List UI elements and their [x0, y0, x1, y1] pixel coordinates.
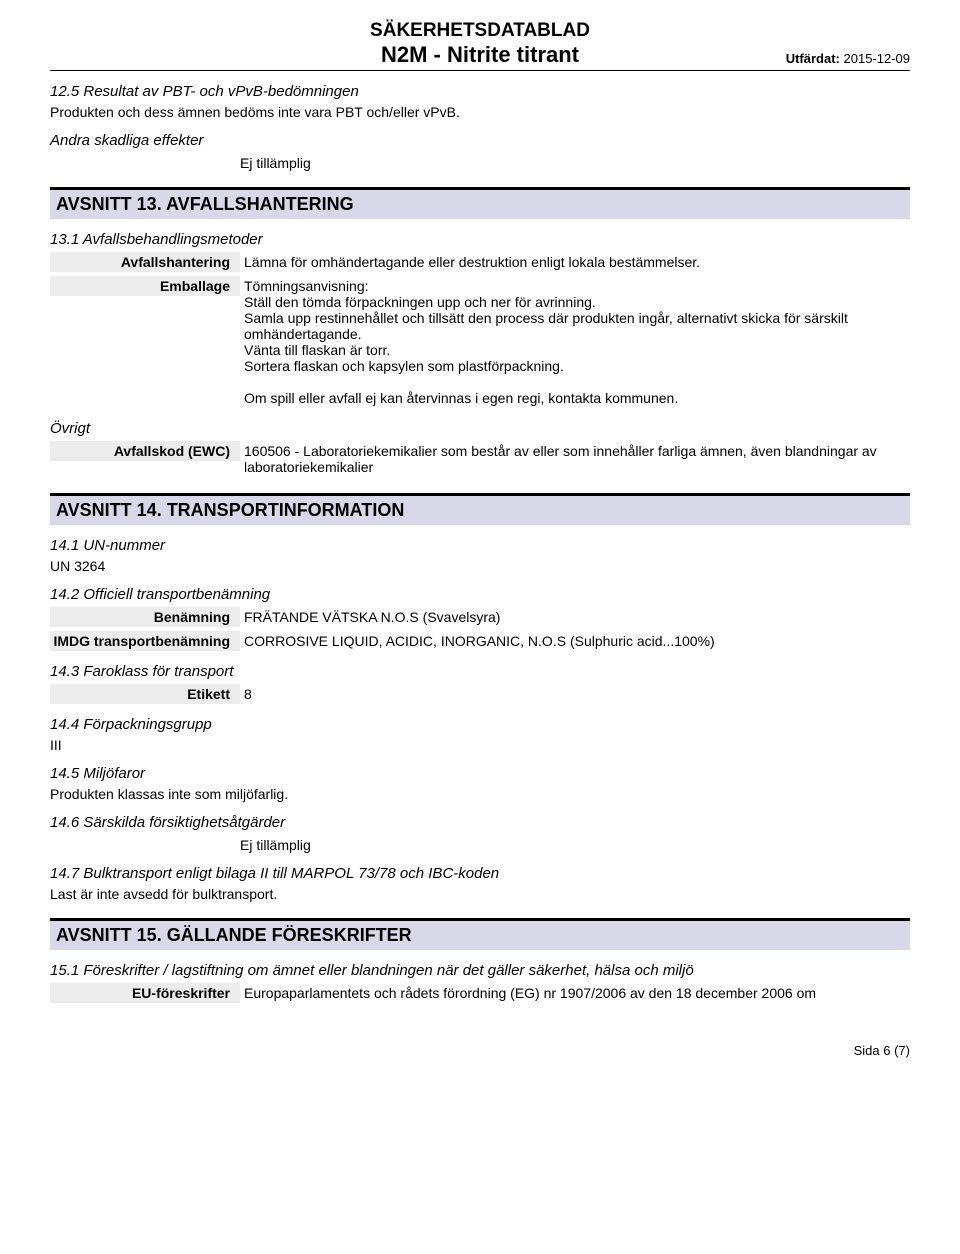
issued-date: 2015-12-09 — [844, 51, 911, 66]
issued-label: Utfärdat: — [786, 51, 840, 66]
product-title: N2M - Nitrite titrant — [50, 42, 910, 68]
s12-5-title: 12.5 Resultat av PBT- och vPvB-bedömning… — [50, 83, 910, 100]
s14-5-title: 14.5 Miljöfaror — [50, 765, 910, 782]
s13-header: AVSNITT 13. AVFALLSHANTERING — [50, 187, 910, 219]
s14-5-value: Produkten klassas inte som miljöfarlig. — [50, 786, 910, 802]
avfallshantering-label: Avfallshantering — [50, 252, 240, 272]
row-ewc: Avfallskod (EWC) 160506 - Laboratoriekem… — [50, 441, 910, 477]
header-divider — [50, 70, 910, 71]
other-harmful-title: Andra skadliga effekter — [50, 132, 910, 149]
benamning-label: Benämning — [50, 607, 240, 627]
ewc-value: 160506 - Laboratoriekemikalier som bestå… — [240, 441, 910, 477]
s14-3-title: 14.3 Faroklass för transport — [50, 663, 910, 680]
imdg-value: CORROSIVE LIQUID, ACIDIC, INORGANIC, N.O… — [240, 631, 910, 651]
etikett-value: 8 — [240, 684, 910, 704]
s14-7-value: Last är inte avsedd för bulktransport. — [50, 886, 910, 902]
row-avfallshantering: Avfallshantering Lämna för omhändertagan… — [50, 252, 910, 272]
ovrigt-title: Övrigt — [50, 420, 910, 437]
page-footer: Sida 6 (7) — [50, 1043, 910, 1058]
other-harmful-value: Ej tillämplig — [240, 155, 910, 171]
s15-1-title: 15.1 Föreskrifter / lagstiftning om ämne… — [50, 962, 910, 979]
s14-1-title: 14.1 UN-nummer — [50, 537, 910, 554]
avfallshantering-value: Lämna för omhändertagande eller destrukt… — [240, 252, 910, 272]
s14-6-title: 14.6 Särskilda försiktighetsåtgärder — [50, 814, 910, 831]
row-emballage: Emballage Tömningsanvisning: Ställ den t… — [50, 276, 910, 408]
s14-header: AVSNITT 14. TRANSPORTINFORMATION — [50, 493, 910, 525]
s12-5-text: Produkten och dess ämnen bedöms inte var… — [50, 104, 910, 120]
ewc-label: Avfallskod (EWC) — [50, 441, 240, 461]
row-etikett: Etikett 8 — [50, 684, 910, 704]
imdg-label: IMDG transportbenämning — [50, 631, 240, 651]
benamning-value: FRÄTANDE VÄTSKA N.O.S (Svavelsyra) — [240, 607, 910, 627]
row-imdg: IMDG transportbenämning CORROSIVE LIQUID… — [50, 631, 910, 651]
s14-4-value: III — [50, 737, 910, 753]
row-benamning: Benämning FRÄTANDE VÄTSKA N.O.S (Svavels… — [50, 607, 910, 627]
s14-7-title: 14.7 Bulktransport enligt bilaga II till… — [50, 865, 910, 882]
s14-1-value: UN 3264 — [50, 558, 910, 574]
s15-header: AVSNITT 15. GÄLLANDE FÖRESKRIFTER — [50, 918, 910, 950]
s14-4-title: 14.4 Förpackningsgrupp — [50, 716, 910, 733]
row-eu: EU-föreskrifter Europaparlamentets och r… — [50, 983, 910, 1003]
eu-label: EU-föreskrifter — [50, 983, 240, 1003]
doc-title: SÄKERHETSDATABLAD — [50, 20, 910, 42]
emballage-value: Tömningsanvisning: Ställ den tömda förpa… — [240, 276, 910, 408]
emballage-label: Emballage — [50, 276, 240, 296]
eu-value: Europaparlamentets och rådets förordning… — [240, 983, 910, 1003]
issued-block: Utfärdat: 2015-12-09 — [786, 51, 910, 66]
s14-6-value: Ej tillämplig — [240, 837, 910, 853]
s13-1-title: 13.1 Avfallsbehandlingsmetoder — [50, 231, 910, 248]
document-header: SÄKERHETSDATABLAD N2M - Nitrite titrant … — [50, 20, 910, 71]
s14-2-title: 14.2 Officiell transportbenämning — [50, 586, 910, 603]
etikett-label: Etikett — [50, 684, 240, 704]
